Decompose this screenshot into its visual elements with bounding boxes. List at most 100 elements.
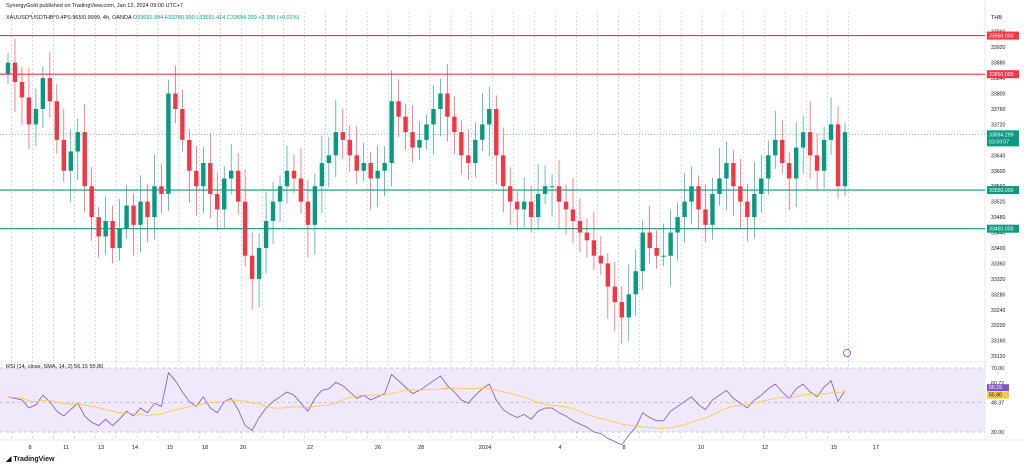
candle-body bbox=[668, 232, 673, 256]
candle-body bbox=[584, 232, 590, 241]
rsi-line bbox=[7, 371, 846, 446]
candle-body bbox=[389, 101, 394, 164]
candle-body bbox=[689, 186, 694, 202]
candle-body bbox=[626, 294, 631, 318]
rsi-tick-label: 48.37 bbox=[991, 401, 1004, 407]
date-tick-label: 2024 bbox=[479, 445, 491, 451]
candle-body bbox=[577, 220, 583, 233]
level-price-tag bbox=[987, 224, 1019, 233]
candle-body bbox=[215, 193, 220, 210]
date-tick-label: 12 bbox=[762, 445, 768, 451]
candle-body bbox=[242, 201, 248, 256]
candle-body bbox=[821, 139, 827, 171]
candle-body bbox=[549, 186, 555, 188]
candle-body bbox=[263, 220, 269, 248]
candle-body bbox=[640, 232, 645, 272]
date-tick-label: 15 bbox=[831, 445, 837, 451]
date-tick-label: 28 bbox=[418, 445, 424, 451]
candle-body bbox=[187, 139, 192, 171]
candle-body bbox=[773, 139, 778, 156]
symbol-label: XAUUSD*USDTHB*0.4PS:965/0.9999, 4h, OAND… bbox=[6, 15, 132, 21]
candle-body bbox=[682, 201, 687, 218]
candle-body bbox=[591, 240, 597, 256]
candle-body bbox=[26, 97, 32, 125]
candle-body bbox=[159, 186, 164, 194]
date-tick-label: 15 bbox=[167, 445, 173, 451]
candle-body bbox=[598, 255, 604, 264]
candle-body bbox=[703, 209, 708, 225]
candle-body bbox=[333, 132, 339, 156]
candle-body bbox=[75, 132, 80, 152]
candle-body bbox=[417, 139, 422, 148]
ohlc-low: L33691.414 bbox=[196, 15, 226, 21]
ohlc-close: C33694.299 bbox=[226, 15, 257, 21]
level-price-label: 33550.000 bbox=[989, 188, 1014, 194]
candle-body bbox=[480, 124, 485, 140]
candle-body bbox=[787, 163, 792, 179]
candle-body bbox=[438, 93, 443, 109]
candle-body bbox=[424, 124, 429, 140]
price-tick-label: 33720 bbox=[991, 122, 1006, 128]
ohlc-open: O33691.994 bbox=[132, 15, 164, 21]
date-tick-label: 11 bbox=[63, 445, 69, 451]
event-marker-icon bbox=[843, 349, 851, 357]
candle-body bbox=[528, 201, 534, 218]
price-tick-label: 33120 bbox=[991, 354, 1006, 360]
candle-body bbox=[222, 178, 227, 210]
candle-body bbox=[375, 170, 380, 179]
candle-body bbox=[117, 228, 122, 248]
candle-body bbox=[319, 163, 325, 187]
candle-body bbox=[124, 205, 129, 229]
price-tick-label: 33360 bbox=[991, 261, 1006, 267]
currency-label: THB bbox=[991, 15, 1002, 21]
level-price-tag bbox=[987, 31, 1019, 40]
rsi-last-tag bbox=[987, 384, 1009, 392]
candle-body bbox=[54, 101, 60, 140]
candle-body bbox=[473, 139, 478, 164]
candle-body bbox=[410, 132, 415, 148]
price-tick-label: 33440 bbox=[991, 231, 1006, 237]
last-price-label: 33694.299 bbox=[989, 132, 1014, 138]
date-tick-label: 17 bbox=[873, 445, 879, 451]
ohlc-change: +2.306 (+0.01%) bbox=[258, 15, 300, 21]
date-tick-label: 22 bbox=[307, 445, 313, 451]
candle-body bbox=[633, 271, 638, 295]
price-tick-label: 33640 bbox=[991, 153, 1006, 159]
candle-body bbox=[800, 132, 806, 148]
ohlc-high: H33780.990 bbox=[164, 15, 195, 21]
candle-body bbox=[110, 220, 115, 248]
rsi-label: RSI (14, close, SMA, 14, 2) 56.15 55.80 bbox=[6, 364, 104, 370]
candle-body bbox=[752, 193, 757, 218]
level-price-label: 33950.000 bbox=[989, 34, 1014, 40]
candle-body bbox=[33, 108, 39, 125]
candle-body bbox=[766, 155, 771, 179]
price-tick-label: 33600 bbox=[991, 169, 1006, 175]
candle-body bbox=[675, 217, 680, 233]
candle-body bbox=[521, 201, 527, 210]
candle-body bbox=[201, 163, 206, 187]
level-price-label: 33450.000 bbox=[989, 227, 1014, 233]
date-tick-label: 10 bbox=[698, 445, 704, 451]
candle-body bbox=[256, 248, 262, 279]
tradingview-logo-icon: ◢ bbox=[6, 456, 14, 463]
level-price-tag bbox=[987, 70, 1019, 79]
candle-body bbox=[514, 201, 520, 210]
publisher-text: SynergyGold published on TradingView.com… bbox=[6, 3, 184, 9]
price-tick-label: 33240 bbox=[991, 308, 1006, 314]
candle-body bbox=[19, 81, 25, 98]
level-price-tag bbox=[987, 186, 1019, 195]
candle-body bbox=[61, 139, 66, 171]
candle-body bbox=[487, 108, 492, 125]
candle-body bbox=[173, 93, 178, 109]
price-tick-label: 33880 bbox=[991, 61, 1006, 67]
candle-body bbox=[835, 124, 841, 187]
candle-body bbox=[291, 170, 297, 179]
candle-body bbox=[361, 163, 366, 171]
candle-body bbox=[229, 170, 234, 179]
candle-body bbox=[445, 93, 450, 117]
candle-body bbox=[696, 186, 701, 210]
candle-body bbox=[82, 132, 87, 187]
candle-body bbox=[312, 186, 318, 225]
date-tick-label: 14 bbox=[132, 445, 138, 451]
